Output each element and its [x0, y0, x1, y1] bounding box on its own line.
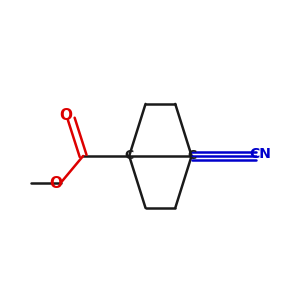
Text: O: O [49, 176, 62, 191]
Text: CN: CN [250, 147, 272, 160]
Text: C: C [187, 149, 196, 162]
Text: C: C [124, 149, 134, 162]
Text: O: O [59, 108, 72, 123]
